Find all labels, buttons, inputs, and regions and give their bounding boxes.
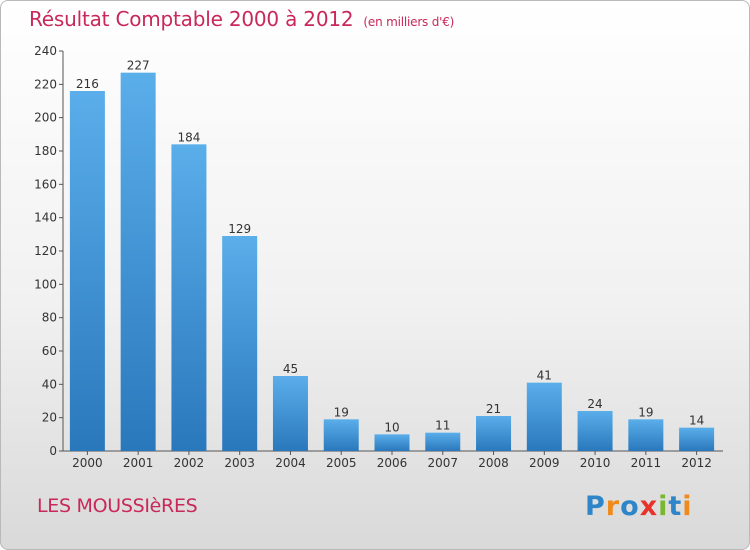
y-tick-label: 200 bbox=[34, 111, 57, 125]
y-tick-label: 240 bbox=[34, 44, 57, 58]
bar bbox=[222, 236, 258, 451]
x-tick-label: 2008 bbox=[478, 456, 509, 470]
bar bbox=[272, 376, 308, 451]
x-tick-label: 2002 bbox=[174, 456, 205, 470]
y-tick-label: 160 bbox=[34, 177, 57, 191]
x-tick-label: 2000 bbox=[72, 456, 103, 470]
y-tick-label: 140 bbox=[34, 211, 57, 225]
y-tick-label: 0 bbox=[49, 444, 57, 458]
chart-subtitle: (en milliers d'€) bbox=[363, 15, 455, 29]
y-tick-label: 60 bbox=[42, 344, 57, 358]
y-tick-label: 100 bbox=[34, 277, 57, 291]
bar-value-label: 129 bbox=[228, 222, 251, 236]
chart-title-text: Résultat Comptable 2000 à 2012 bbox=[29, 7, 354, 31]
bar-value-label: 11 bbox=[435, 419, 450, 433]
bar bbox=[171, 144, 207, 452]
x-tick-label: 2011 bbox=[631, 456, 662, 470]
x-tick-label: 2005 bbox=[326, 456, 357, 470]
bar bbox=[679, 427, 715, 451]
bar-value-label: 216 bbox=[76, 77, 99, 91]
bar-value-label: 184 bbox=[177, 130, 200, 144]
logo-letter: t bbox=[668, 491, 683, 522]
x-tick-label: 2010 bbox=[580, 456, 611, 470]
bar-value-label: 24 bbox=[587, 397, 602, 411]
logo-letter: i bbox=[682, 491, 693, 522]
bar-value-label: 19 bbox=[334, 405, 349, 419]
y-tick-label: 40 bbox=[42, 377, 57, 391]
logo-letter: x bbox=[639, 491, 659, 522]
bar bbox=[628, 419, 664, 451]
y-tick-label: 120 bbox=[34, 244, 57, 258]
bar-value-label: 14 bbox=[689, 414, 704, 428]
commune-name: LES MOUSSIèRES bbox=[37, 495, 198, 517]
x-tick-label: 2009 bbox=[529, 456, 560, 470]
bar bbox=[374, 434, 410, 451]
x-tick-label: 2004 bbox=[275, 456, 306, 470]
bar bbox=[120, 72, 156, 452]
bar-value-label: 21 bbox=[486, 402, 501, 416]
logo-letter: r bbox=[605, 491, 621, 522]
bar-value-label: 227 bbox=[127, 59, 150, 73]
bar bbox=[577, 411, 613, 451]
logo-letter: o bbox=[620, 491, 640, 522]
bar-value-label: 45 bbox=[283, 362, 298, 376]
bar bbox=[476, 416, 512, 451]
logo-letter: P bbox=[585, 491, 606, 522]
x-tick-label: 2003 bbox=[224, 456, 255, 470]
x-tick-label: 2001 bbox=[123, 456, 154, 470]
x-tick-label: 2012 bbox=[681, 456, 712, 470]
bar-value-label: 41 bbox=[537, 369, 552, 383]
bar-value-label: 10 bbox=[384, 420, 399, 434]
logo-letter: i bbox=[658, 491, 669, 522]
bar-value-label: 19 bbox=[638, 405, 653, 419]
bar bbox=[425, 432, 461, 451]
bar bbox=[323, 419, 359, 451]
x-tick-label: 2006 bbox=[377, 456, 408, 470]
y-tick-label: 180 bbox=[34, 144, 57, 158]
bar bbox=[69, 91, 105, 451]
y-tick-label: 80 bbox=[42, 311, 57, 325]
chart-title: Résultat Comptable 2000 à 2012 (en millie… bbox=[29, 7, 454, 31]
y-tick-label: 20 bbox=[42, 411, 57, 425]
bar bbox=[526, 382, 562, 451]
x-tick-label: 2007 bbox=[427, 456, 458, 470]
proxiti-logo: Proxiti bbox=[585, 491, 693, 522]
y-tick-label: 220 bbox=[34, 77, 57, 91]
